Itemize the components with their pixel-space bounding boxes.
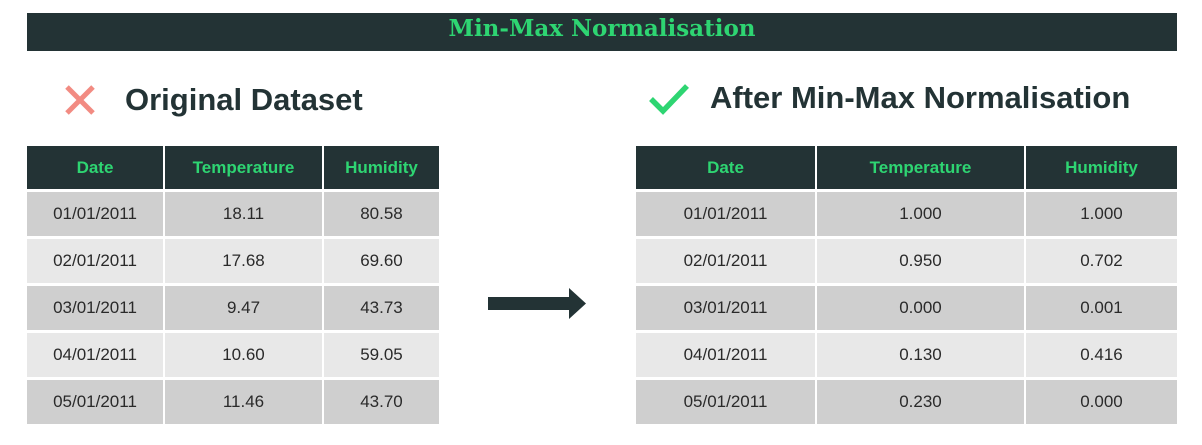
cell-date: 01/01/2011 — [27, 190, 165, 239]
right-arrow-icon — [488, 288, 588, 325]
cell-humidity: 43.73 — [323, 284, 439, 333]
cell-humidity: 69.60 — [323, 237, 439, 286]
check-icon — [648, 81, 690, 115]
cell-humidity: 0.416 — [1025, 331, 1177, 380]
original-dataset-heading: Original Dataset — [63, 82, 363, 118]
cell-temperature: 11.46 — [164, 378, 324, 427]
table-row: 05/01/2011 0.230 0.000 — [636, 378, 1177, 427]
cell-temperature: 1.000 — [816, 190, 1026, 239]
cell-date: 02/01/2011 — [636, 237, 817, 286]
column-header-date: Date — [636, 146, 817, 192]
table-row: 02/01/2011 0.950 0.702 — [636, 237, 1177, 286]
table-row: 02/01/2011 17.68 69.60 — [27, 237, 439, 286]
table-row: 04/01/2011 0.130 0.416 — [636, 331, 1177, 380]
cell-temperature: 18.11 — [164, 190, 324, 239]
column-header-temperature: Temperature — [164, 146, 324, 192]
cell-humidity: 0.000 — [1025, 378, 1177, 427]
table-row: 04/01/2011 10.60 59.05 — [27, 331, 439, 380]
normalised-dataset-heading: After Min-Max Normalisation — [648, 80, 1130, 116]
cell-temperature: 0.230 — [816, 378, 1026, 427]
cell-date: 03/01/2011 — [27, 284, 165, 333]
cell-temperature: 9.47 — [164, 284, 324, 333]
cell-date: 03/01/2011 — [636, 284, 817, 333]
column-header-humidity: Humidity — [1025, 146, 1177, 192]
cell-date: 05/01/2011 — [636, 378, 817, 427]
cell-date: 02/01/2011 — [27, 237, 165, 286]
cell-temperature: 10.60 — [164, 331, 324, 380]
table-row: 01/01/2011 18.11 80.58 — [27, 190, 439, 239]
table-row: 03/01/2011 9.47 43.73 — [27, 284, 439, 333]
cell-temperature: 0.950 — [816, 237, 1026, 286]
column-header-date: Date — [27, 146, 165, 192]
title-bar: Min-Max Normalisation — [27, 13, 1177, 51]
original-dataset-table: Date Temperature Humidity 01/01/2011 18.… — [27, 146, 439, 427]
normalised-dataset-title: After Min-Max Normalisation — [710, 80, 1131, 115]
column-header-humidity: Humidity — [323, 146, 439, 192]
cell-temperature: 0.130 — [816, 331, 1026, 380]
cell-date: 05/01/2011 — [27, 378, 165, 427]
cell-temperature: 0.000 — [816, 284, 1026, 333]
table-row: 01/01/2011 1.000 1.000 — [636, 190, 1177, 239]
table-header-row: Date Temperature Humidity — [27, 146, 439, 192]
cell-humidity: 0.001 — [1025, 284, 1177, 333]
table-row: 05/01/2011 11.46 43.70 — [27, 378, 439, 427]
table-row: 03/01/2011 0.000 0.001 — [636, 284, 1177, 333]
column-header-temperature: Temperature — [816, 146, 1026, 192]
original-dataset-title: Original Dataset — [125, 82, 363, 117]
cell-date: 04/01/2011 — [27, 331, 165, 380]
cell-humidity: 59.05 — [323, 331, 439, 380]
cross-icon — [63, 83, 97, 117]
normalised-dataset-table: Date Temperature Humidity 01/01/2011 1.0… — [636, 146, 1177, 427]
cell-humidity: 43.70 — [323, 378, 439, 427]
page-title: Min-Max Normalisation — [448, 14, 756, 42]
cell-humidity: 0.702 — [1025, 237, 1177, 286]
cell-date: 04/01/2011 — [636, 331, 817, 380]
table-header-row: Date Temperature Humidity — [636, 146, 1177, 192]
cell-date: 01/01/2011 — [636, 190, 817, 239]
cell-humidity: 80.58 — [323, 190, 439, 239]
cell-humidity: 1.000 — [1025, 190, 1177, 239]
cell-temperature: 17.68 — [164, 237, 324, 286]
